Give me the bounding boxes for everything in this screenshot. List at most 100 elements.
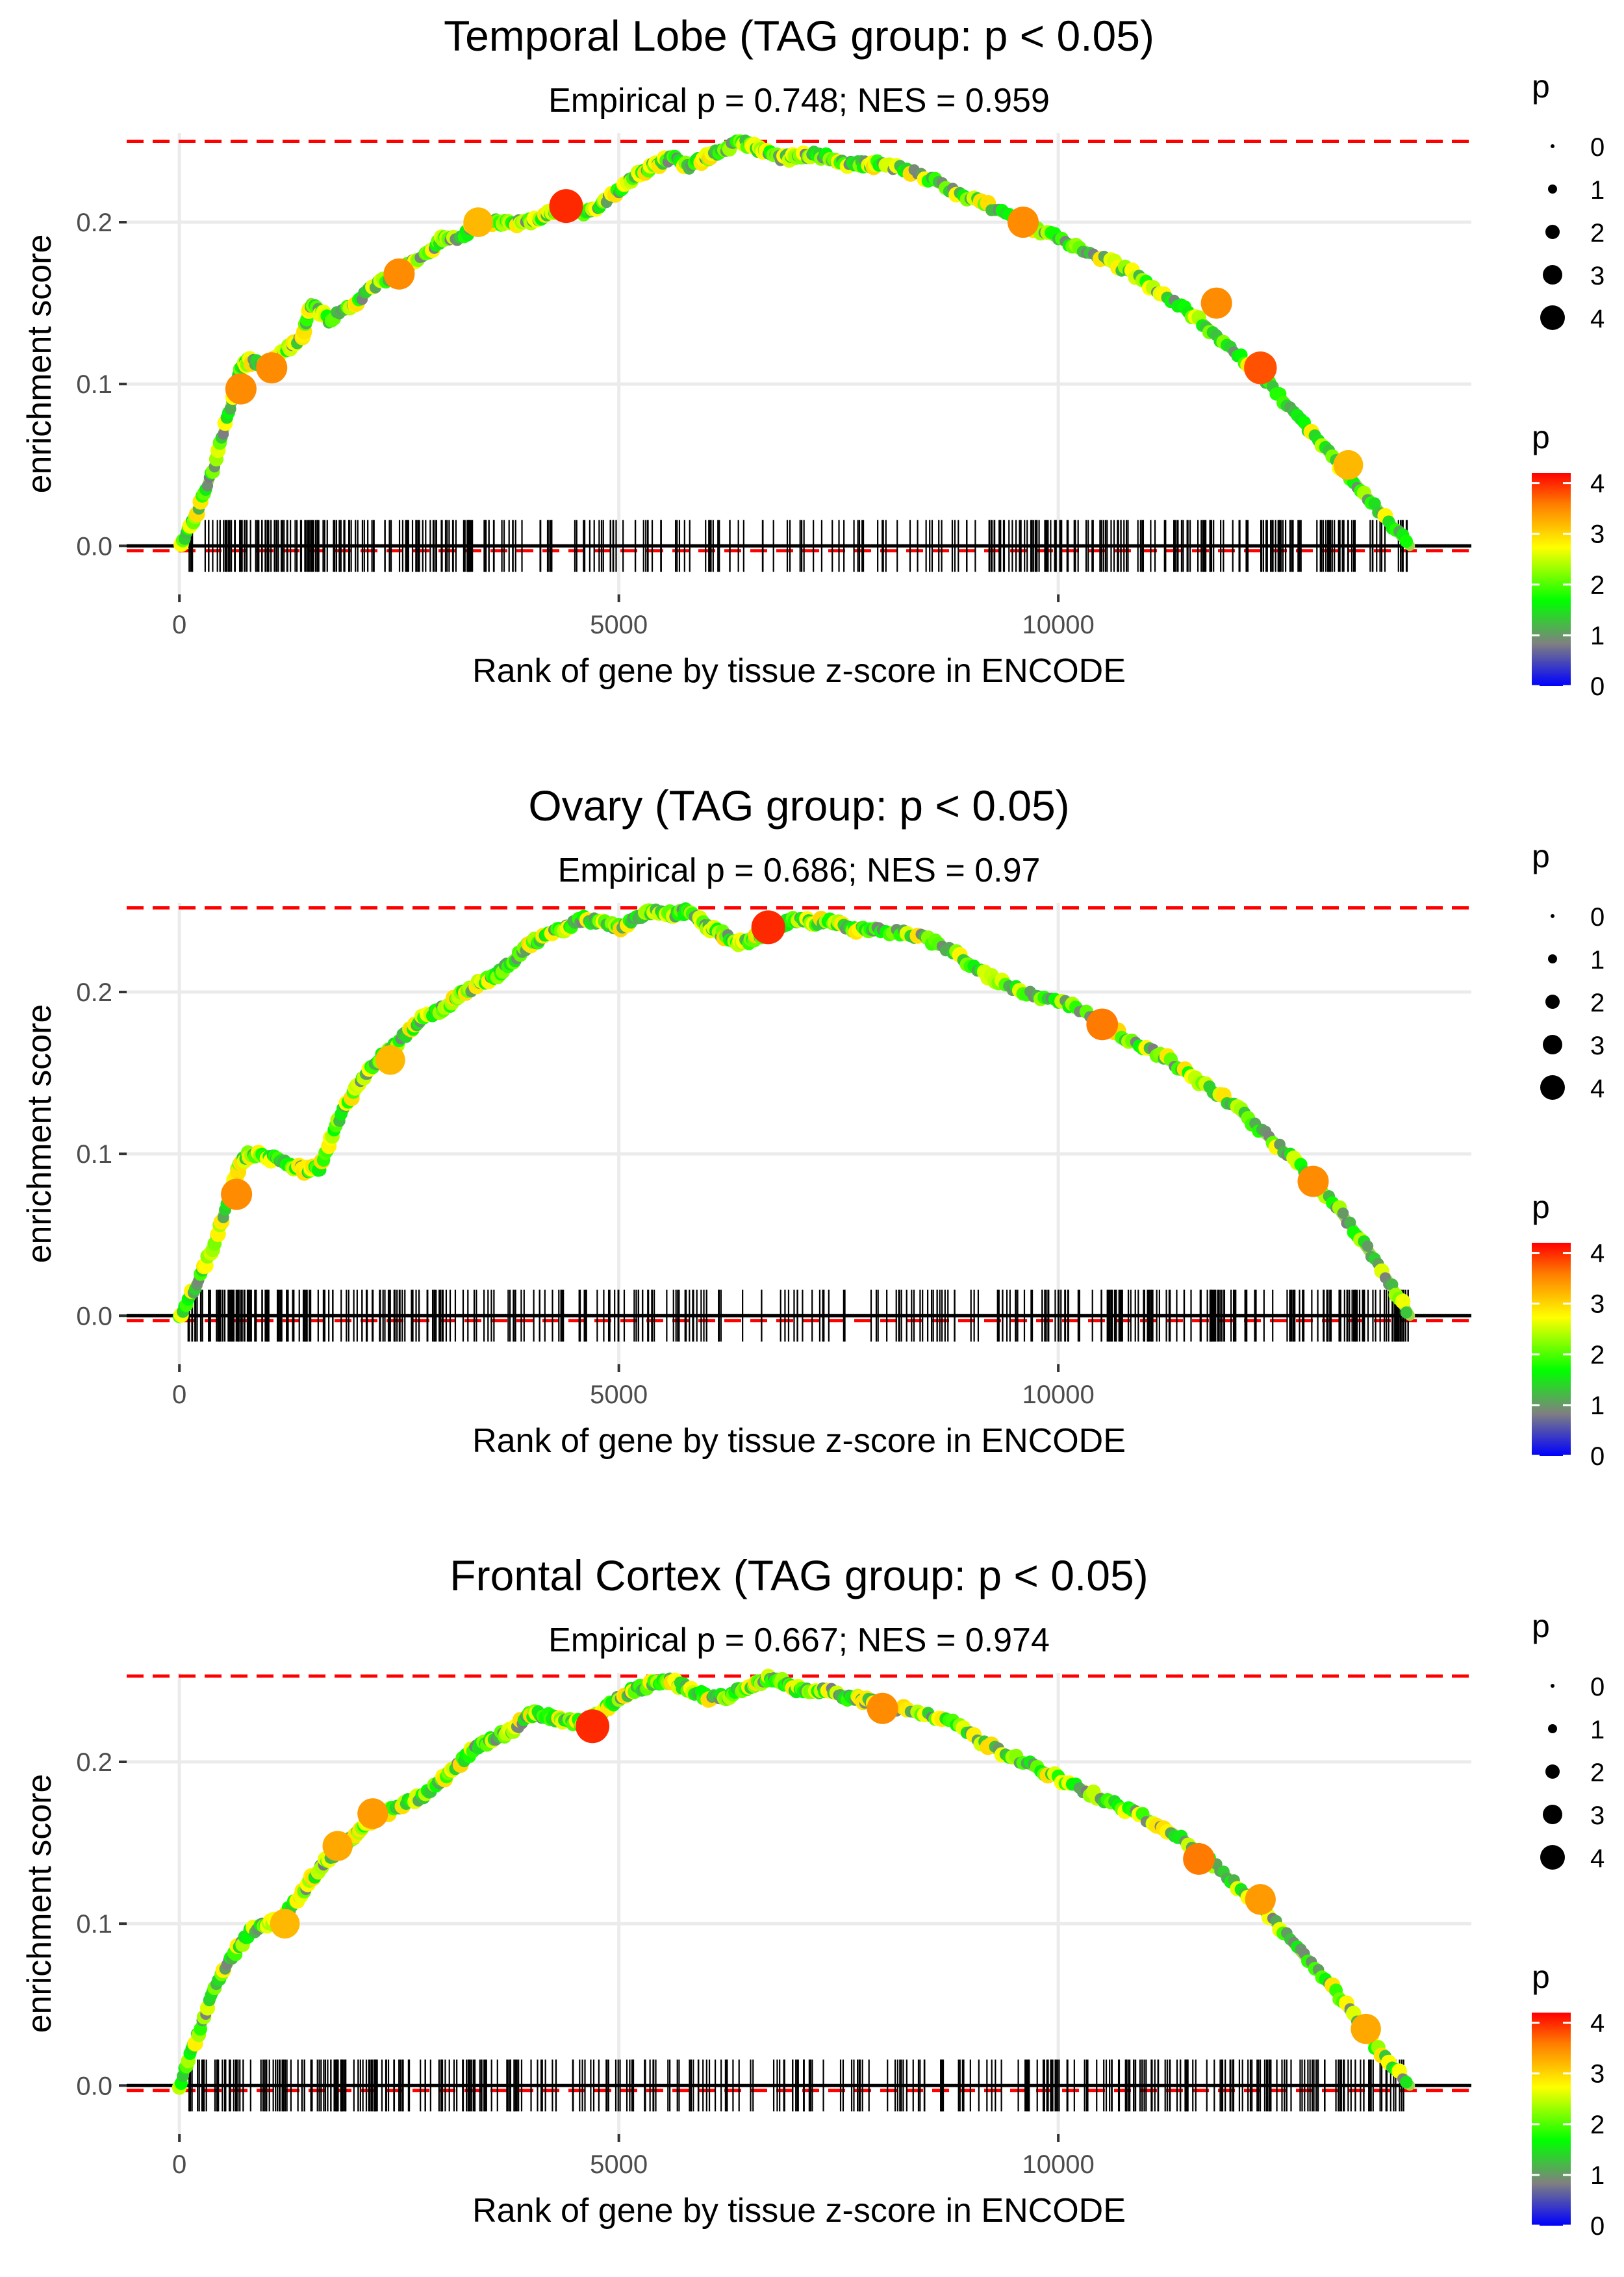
color-legend-label: 0 xyxy=(1590,672,1605,701)
x-tick-label: 5000 xyxy=(590,1380,648,1409)
size-legend-dot xyxy=(1548,1724,1557,1733)
size-legend-dot xyxy=(1545,225,1560,239)
size-legend-dot xyxy=(1540,1845,1565,1870)
panel-3: Frontal Cortex (TAG group: p < 0.05) Empi… xyxy=(21,1551,1605,2241)
color-legend-title: p xyxy=(1532,1189,1550,1225)
size-legend-dot xyxy=(1543,265,1562,285)
es-point xyxy=(1362,1240,1374,1252)
y-tick-label: 0.1 xyxy=(76,1910,112,1939)
y-axis-label: enrichment score xyxy=(21,1774,58,2033)
es-highlight-point xyxy=(270,1909,300,1939)
panel-2: Ovary (TAG group: p < 0.05) Empirical p =… xyxy=(21,782,1605,1471)
es-highlight-point xyxy=(375,1045,405,1075)
size-legend-title: p xyxy=(1532,1608,1550,1644)
es-highlight-point xyxy=(867,1692,898,1724)
color-legend-bar xyxy=(1532,1243,1571,1456)
x-axis-label: Rank of gene by tissue z-score in ENCODE xyxy=(472,1422,1126,1460)
es-point xyxy=(1400,2076,1413,2089)
size-legend-dot xyxy=(1551,144,1554,148)
es-point xyxy=(201,480,214,492)
y-tick-label: 0.1 xyxy=(76,370,112,399)
x-tick-label: 0 xyxy=(172,1380,186,1409)
size-legend-title: p xyxy=(1532,68,1550,105)
chart-title: Ovary (TAG group: p < 0.05) xyxy=(528,782,1069,830)
es-point xyxy=(1337,1207,1349,1219)
size-legend-label: 4 xyxy=(1590,1075,1605,1103)
size-legend-label: 1 xyxy=(1590,946,1605,974)
chart-title: Temporal Lobe (TAG group: p < 0.05) xyxy=(444,12,1154,60)
size-legend-dot xyxy=(1545,995,1560,1009)
color-legend-label: 3 xyxy=(1590,520,1605,549)
es-highlight-point xyxy=(549,189,583,223)
es-highlight-point xyxy=(1245,1884,1276,1915)
color-legend-label: 4 xyxy=(1590,1240,1605,1268)
es-curve-band xyxy=(174,906,1415,1321)
size-legend-label: 0 xyxy=(1590,903,1605,932)
es-highlight-point xyxy=(1008,207,1039,238)
y-tick-label: 0.2 xyxy=(76,1748,112,1777)
es-highlight-point xyxy=(1086,1008,1119,1041)
color-legend-label: 4 xyxy=(1590,2009,1605,2038)
es-point xyxy=(1344,1216,1356,1228)
color-legend-label: 3 xyxy=(1590,1290,1605,1319)
y-tick-label: 0.1 xyxy=(76,1140,112,1169)
chart-subtitle: Empirical p = 0.686; NES = 0.97 xyxy=(558,852,1041,889)
color-legend-title: p xyxy=(1532,419,1550,455)
es-point xyxy=(1399,535,1414,548)
y-tick-label: 0.0 xyxy=(76,2072,112,2100)
y-tick-label: 0.2 xyxy=(76,978,112,1007)
color-legend-label: 4 xyxy=(1590,470,1605,498)
es-highlight-point xyxy=(1200,287,1232,319)
es-highlight-point xyxy=(1297,1165,1329,1197)
es-curve xyxy=(172,902,1415,1323)
x-tick-label: 10000 xyxy=(1022,1380,1095,1409)
panel-1: Temporal Lobe (TAG group: p < 0.05) Empir… xyxy=(21,12,1605,701)
color-legend-label: 3 xyxy=(1590,2060,1605,2089)
size-legend-dot xyxy=(1548,954,1557,963)
size-legend-dot xyxy=(1551,914,1554,918)
chart-subtitle: Empirical p = 0.667; NES = 0.974 xyxy=(548,1622,1050,1659)
color-legend-bar xyxy=(1532,2013,1571,2226)
size-legend-dot xyxy=(1548,184,1557,194)
es-highlight-point xyxy=(322,1831,353,1861)
size-legend-label: 0 xyxy=(1590,133,1605,162)
es-highlight-point xyxy=(1183,1843,1215,1875)
es-curve xyxy=(173,134,1415,552)
x-tick-label: 10000 xyxy=(1022,611,1095,639)
color-legend-label: 1 xyxy=(1590,1392,1605,1420)
es-highlight-point xyxy=(751,910,785,945)
color-legend-label: 2 xyxy=(1590,1341,1605,1369)
es-highlight-point xyxy=(383,258,415,290)
size-legend-label: 1 xyxy=(1590,1716,1605,1744)
size-legend-dot xyxy=(1543,1805,1562,1824)
es-highlight-point xyxy=(221,1178,253,1210)
es-highlight-point xyxy=(1244,351,1277,385)
es-point xyxy=(218,428,229,440)
size-legend-label: 0 xyxy=(1590,1673,1605,1701)
x-tick-label: 0 xyxy=(172,611,186,639)
size-legend-label: 3 xyxy=(1590,1801,1605,1830)
color-legend-bar xyxy=(1532,473,1571,686)
size-legend-dot xyxy=(1551,1684,1554,1688)
es-point xyxy=(1395,1293,1411,1310)
es-point xyxy=(1386,1278,1399,1291)
size-legend-dot xyxy=(1545,1764,1560,1779)
size-legend-label: 3 xyxy=(1590,1032,1605,1060)
size-legend-label: 4 xyxy=(1590,1844,1605,1873)
chart-subtitle: Empirical p = 0.748; NES = 0.959 xyxy=(548,82,1050,120)
es-highlight-point xyxy=(225,373,257,405)
y-tick-label: 0.0 xyxy=(76,1302,112,1330)
es-highlight-point xyxy=(1333,450,1364,480)
size-legend-label: 2 xyxy=(1590,1759,1605,1787)
es-highlight-point xyxy=(576,1709,610,1744)
color-legend-label: 2 xyxy=(1590,2111,1605,2139)
es-highlight-point xyxy=(463,207,493,237)
color-legend-label: 0 xyxy=(1590,2212,1605,2241)
color-legend-label: 2 xyxy=(1590,571,1605,600)
size-legend-dot xyxy=(1543,1035,1562,1054)
x-tick-label: 5000 xyxy=(590,611,648,639)
es-highlight-point xyxy=(256,352,288,384)
color-legend-label: 1 xyxy=(1590,2161,1605,2190)
es-highlight-point xyxy=(1351,2013,1381,2044)
